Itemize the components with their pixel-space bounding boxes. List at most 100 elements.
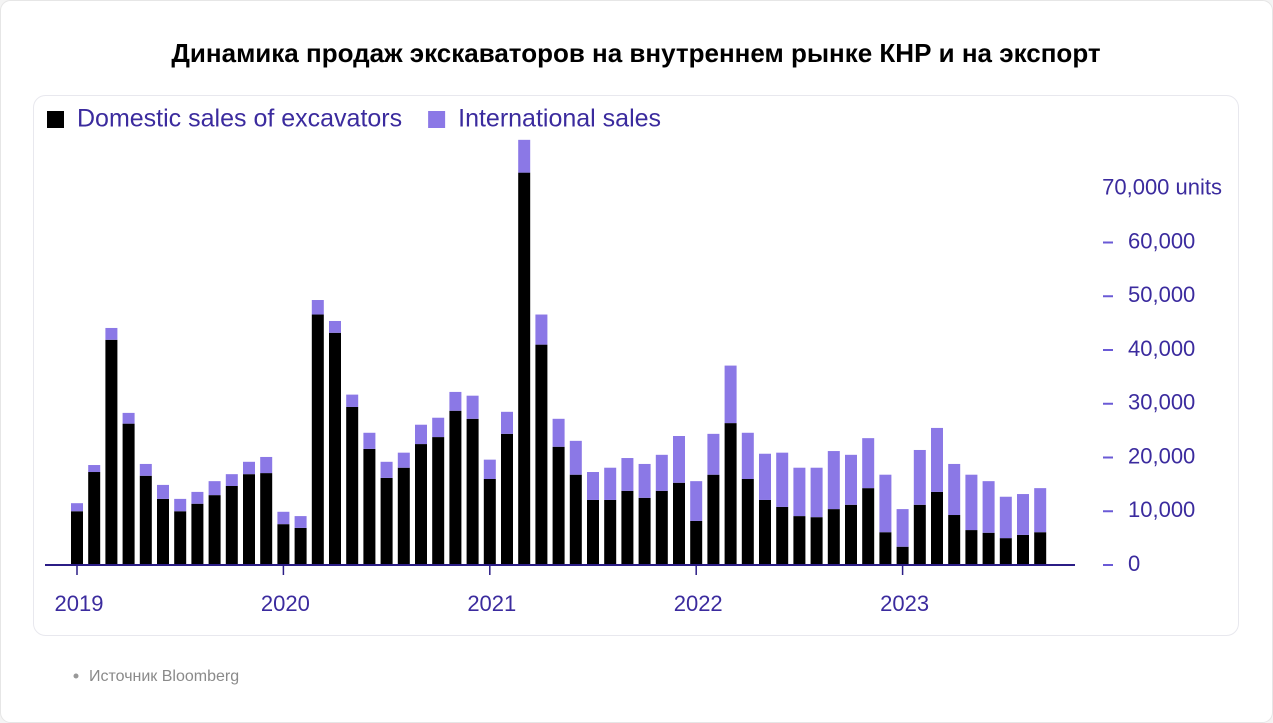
- bar-segment: [243, 474, 255, 565]
- bar-segment: [587, 499, 599, 565]
- bar-segment: [1017, 534, 1029, 565]
- bar-segment: [311, 300, 324, 315]
- bar-segment: [913, 504, 926, 565]
- bar-segment: [432, 417, 445, 438]
- bar-segment: [569, 474, 582, 565]
- bar-segment: [759, 453, 771, 500]
- bar-segment: [346, 406, 359, 565]
- bar-segment: [380, 461, 393, 478]
- bar-segment: [999, 496, 1012, 539]
- bar-segment: [707, 474, 720, 565]
- bar-segment: [690, 520, 703, 565]
- y-tick-label: 50,000: [1128, 282, 1195, 307]
- bar-segment: [277, 511, 290, 525]
- legend-swatch: [47, 111, 64, 128]
- bar-segment: [845, 454, 857, 505]
- bar-segment: [604, 467, 617, 500]
- bar-segment: [139, 463, 152, 476]
- bar-segment: [827, 451, 840, 510]
- bar-segment: [105, 339, 118, 565]
- bar-segment: [707, 433, 720, 475]
- bar-segment: [243, 461, 255, 475]
- legend-swatch: [428, 111, 446, 128]
- bar-segment: [363, 448, 376, 565]
- bar-segment: [673, 436, 685, 483]
- bar-segment: [71, 511, 83, 565]
- bar-segment: [896, 546, 909, 565]
- bar-segment: [88, 472, 101, 565]
- bar-segment: [122, 412, 135, 424]
- bullet: [73, 673, 79, 679]
- bar-segment: [397, 452, 410, 468]
- bar-segment: [741, 432, 754, 479]
- bar-segment: [1017, 494, 1029, 535]
- bar-segment: [483, 459, 496, 479]
- bar-segment: [535, 344, 548, 565]
- bar-segment: [638, 463, 651, 498]
- bar-segment: [397, 467, 410, 565]
- bar-segment: [294, 527, 307, 565]
- bar-segment: [965, 530, 978, 565]
- bar-segment: [311, 314, 324, 565]
- bar-segment: [139, 475, 152, 565]
- bar-segment: [552, 418, 565, 447]
- bar-segment: [621, 490, 634, 565]
- bar-segment: [191, 503, 204, 565]
- bar-segment: [879, 532, 892, 565]
- bar-segment: [466, 418, 479, 565]
- bar-segment: [655, 490, 668, 565]
- bar-segment: [776, 452, 789, 507]
- bar-segment: [638, 497, 651, 565]
- bar-segment: [483, 479, 496, 565]
- bar-segment: [982, 481, 995, 533]
- y-tick-label: 30,000: [1128, 390, 1195, 415]
- bar-segment: [1034, 532, 1047, 565]
- bar-segment: [260, 456, 273, 474]
- bar-segment: [225, 474, 238, 486]
- bar-segment: [518, 139, 531, 173]
- bar-segment: [363, 432, 376, 449]
- bar-segment: [913, 449, 926, 505]
- legend-label: International sales: [458, 105, 661, 133]
- x-tick-label: 2019: [55, 591, 104, 616]
- bar-segment: [569, 440, 582, 475]
- bar-segment: [174, 511, 187, 565]
- bar-segment: [759, 499, 771, 565]
- bar-segment: [466, 395, 479, 419]
- bar-segment: [191, 491, 204, 504]
- bar-segment: [793, 467, 806, 517]
- bar-segment: [587, 472, 599, 500]
- bar-segment: [862, 488, 875, 565]
- bar-segment: [208, 495, 221, 565]
- bar-segment: [294, 516, 307, 528]
- bar-segment: [88, 465, 101, 473]
- bar-segment: [810, 467, 823, 518]
- bar-segment: [174, 498, 187, 512]
- bar-segment: [982, 532, 995, 565]
- bar-segment: [724, 423, 737, 565]
- bar-segment: [552, 446, 565, 565]
- x-tick-label: 2022: [674, 591, 723, 616]
- chart-title: Динамика продаж экскаваторов на внутренн…: [171, 38, 1100, 68]
- bar-segment: [415, 444, 427, 565]
- bar-segment: [776, 506, 789, 565]
- y-tick-label: 20,000: [1128, 443, 1195, 468]
- bar-segment: [208, 481, 221, 496]
- bar-segment: [604, 499, 617, 565]
- bar-segment: [432, 437, 445, 565]
- bar-segment: [621, 458, 634, 491]
- bar-segment: [157, 498, 169, 565]
- y-tick-label: 0: [1128, 551, 1140, 576]
- bar-segment: [879, 474, 892, 533]
- bar-segment: [380, 477, 393, 565]
- y-tick-label: 10,000: [1128, 497, 1195, 522]
- bar-segment: [157, 484, 169, 499]
- bar-segment: [518, 172, 531, 565]
- bar-segment: [896, 509, 909, 547]
- bar-segment: [329, 320, 341, 333]
- y-tick-label: 70,000 units: [1102, 175, 1222, 200]
- bar-segment: [810, 517, 823, 565]
- x-tick-label: 2023: [880, 591, 929, 616]
